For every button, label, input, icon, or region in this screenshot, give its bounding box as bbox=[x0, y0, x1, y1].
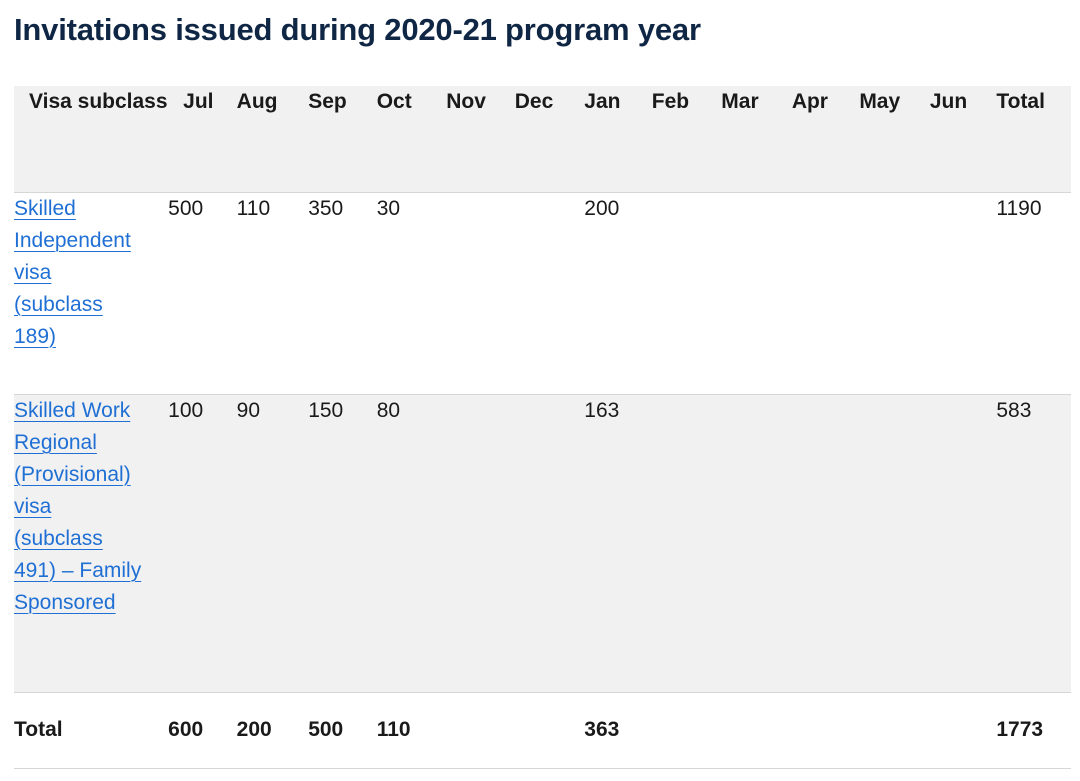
column-header-sep: Sep bbox=[308, 90, 347, 113]
total-jul: 600 bbox=[168, 691, 237, 769]
cell-apr bbox=[791, 393, 860, 692]
total-nov bbox=[446, 691, 515, 769]
total-jun bbox=[929, 691, 997, 769]
table-row: Skilled Work Regional (Provisional) visa… bbox=[14, 393, 1071, 692]
cell-dec bbox=[514, 393, 585, 692]
cell-dec bbox=[514, 191, 585, 394]
cell-total: 583 bbox=[996, 393, 1071, 692]
column-header-jul: Jul bbox=[183, 90, 214, 113]
cell-nov bbox=[446, 393, 515, 692]
total-jan: 363 bbox=[584, 691, 652, 769]
total-oct: 110 bbox=[376, 691, 447, 769]
cell-may bbox=[859, 393, 930, 692]
column-header-oct: Oct bbox=[376, 90, 412, 113]
cell-mar bbox=[721, 393, 792, 692]
total-total: 1773 bbox=[996, 691, 1071, 769]
cell-jul: 100 bbox=[168, 393, 237, 692]
total-aug: 200 bbox=[236, 691, 309, 769]
visa-link-subclass-189[interactable]: Skilled Independent visa (subclass 189) bbox=[14, 196, 131, 348]
cell-aug: 110 bbox=[236, 191, 309, 394]
column-header-apr: Apr bbox=[791, 90, 828, 113]
column-header-dec: Dec bbox=[514, 90, 554, 113]
total-sep: 500 bbox=[308, 691, 377, 769]
cell-jun bbox=[929, 393, 997, 692]
total-feb bbox=[651, 691, 722, 769]
cell-nov bbox=[446, 191, 515, 394]
total-row-label: Total bbox=[14, 691, 169, 769]
cell-feb bbox=[651, 393, 722, 692]
cell-sep: 350 bbox=[308, 191, 377, 394]
cell-total: 1190 bbox=[996, 191, 1071, 394]
column-header-nov: Nov bbox=[446, 90, 486, 113]
column-header-feb: Feb bbox=[651, 90, 690, 113]
visa-cell: Skilled Work Regional (Provisional) visa… bbox=[14, 393, 169, 692]
column-header-jun: Jun bbox=[929, 90, 968, 113]
total-mar bbox=[721, 691, 792, 769]
cell-jan: 163 bbox=[584, 393, 652, 692]
table-row: Skilled Independent visa (subclass 189) … bbox=[14, 191, 1071, 394]
visa-cell: Skilled Independent visa (subclass 189) bbox=[14, 191, 169, 394]
column-header-aug: Aug bbox=[236, 90, 278, 113]
cell-aug: 90 bbox=[236, 393, 309, 692]
cell-may bbox=[859, 191, 930, 394]
cell-oct: 80 bbox=[376, 393, 447, 692]
cell-feb bbox=[651, 191, 722, 394]
column-header-mar: Mar bbox=[721, 90, 759, 113]
cell-mar bbox=[721, 191, 792, 394]
invitations-table: Visa subclass Jul Aug Sep Oct Nov Dec Ja… bbox=[14, 86, 1071, 769]
cell-oct: 30 bbox=[376, 191, 447, 394]
page-title: Invitations issued during 2020-21 progra… bbox=[14, 12, 701, 47]
table-header-row: Visa subclass Jul Aug Sep Oct Nov Dec Ja… bbox=[14, 86, 1071, 192]
cell-sep: 150 bbox=[308, 393, 377, 692]
column-header-visa-subclass: Visa subclass bbox=[29, 90, 168, 113]
column-header-jan: Jan bbox=[584, 90, 621, 113]
cell-apr bbox=[791, 191, 860, 394]
total-row: Total 600 200 500 110 363 1773 bbox=[14, 691, 1071, 769]
cell-jun bbox=[929, 191, 997, 394]
visa-link-subclass-491[interactable]: Skilled Work Regional (Provisional) visa… bbox=[14, 398, 142, 614]
total-dec bbox=[514, 691, 585, 769]
column-header-total: Total bbox=[996, 90, 1045, 113]
column-header-may: May bbox=[859, 90, 901, 113]
cell-jul: 500 bbox=[168, 191, 237, 394]
total-apr bbox=[791, 691, 860, 769]
total-may bbox=[859, 691, 930, 769]
cell-jan: 200 bbox=[584, 191, 652, 394]
